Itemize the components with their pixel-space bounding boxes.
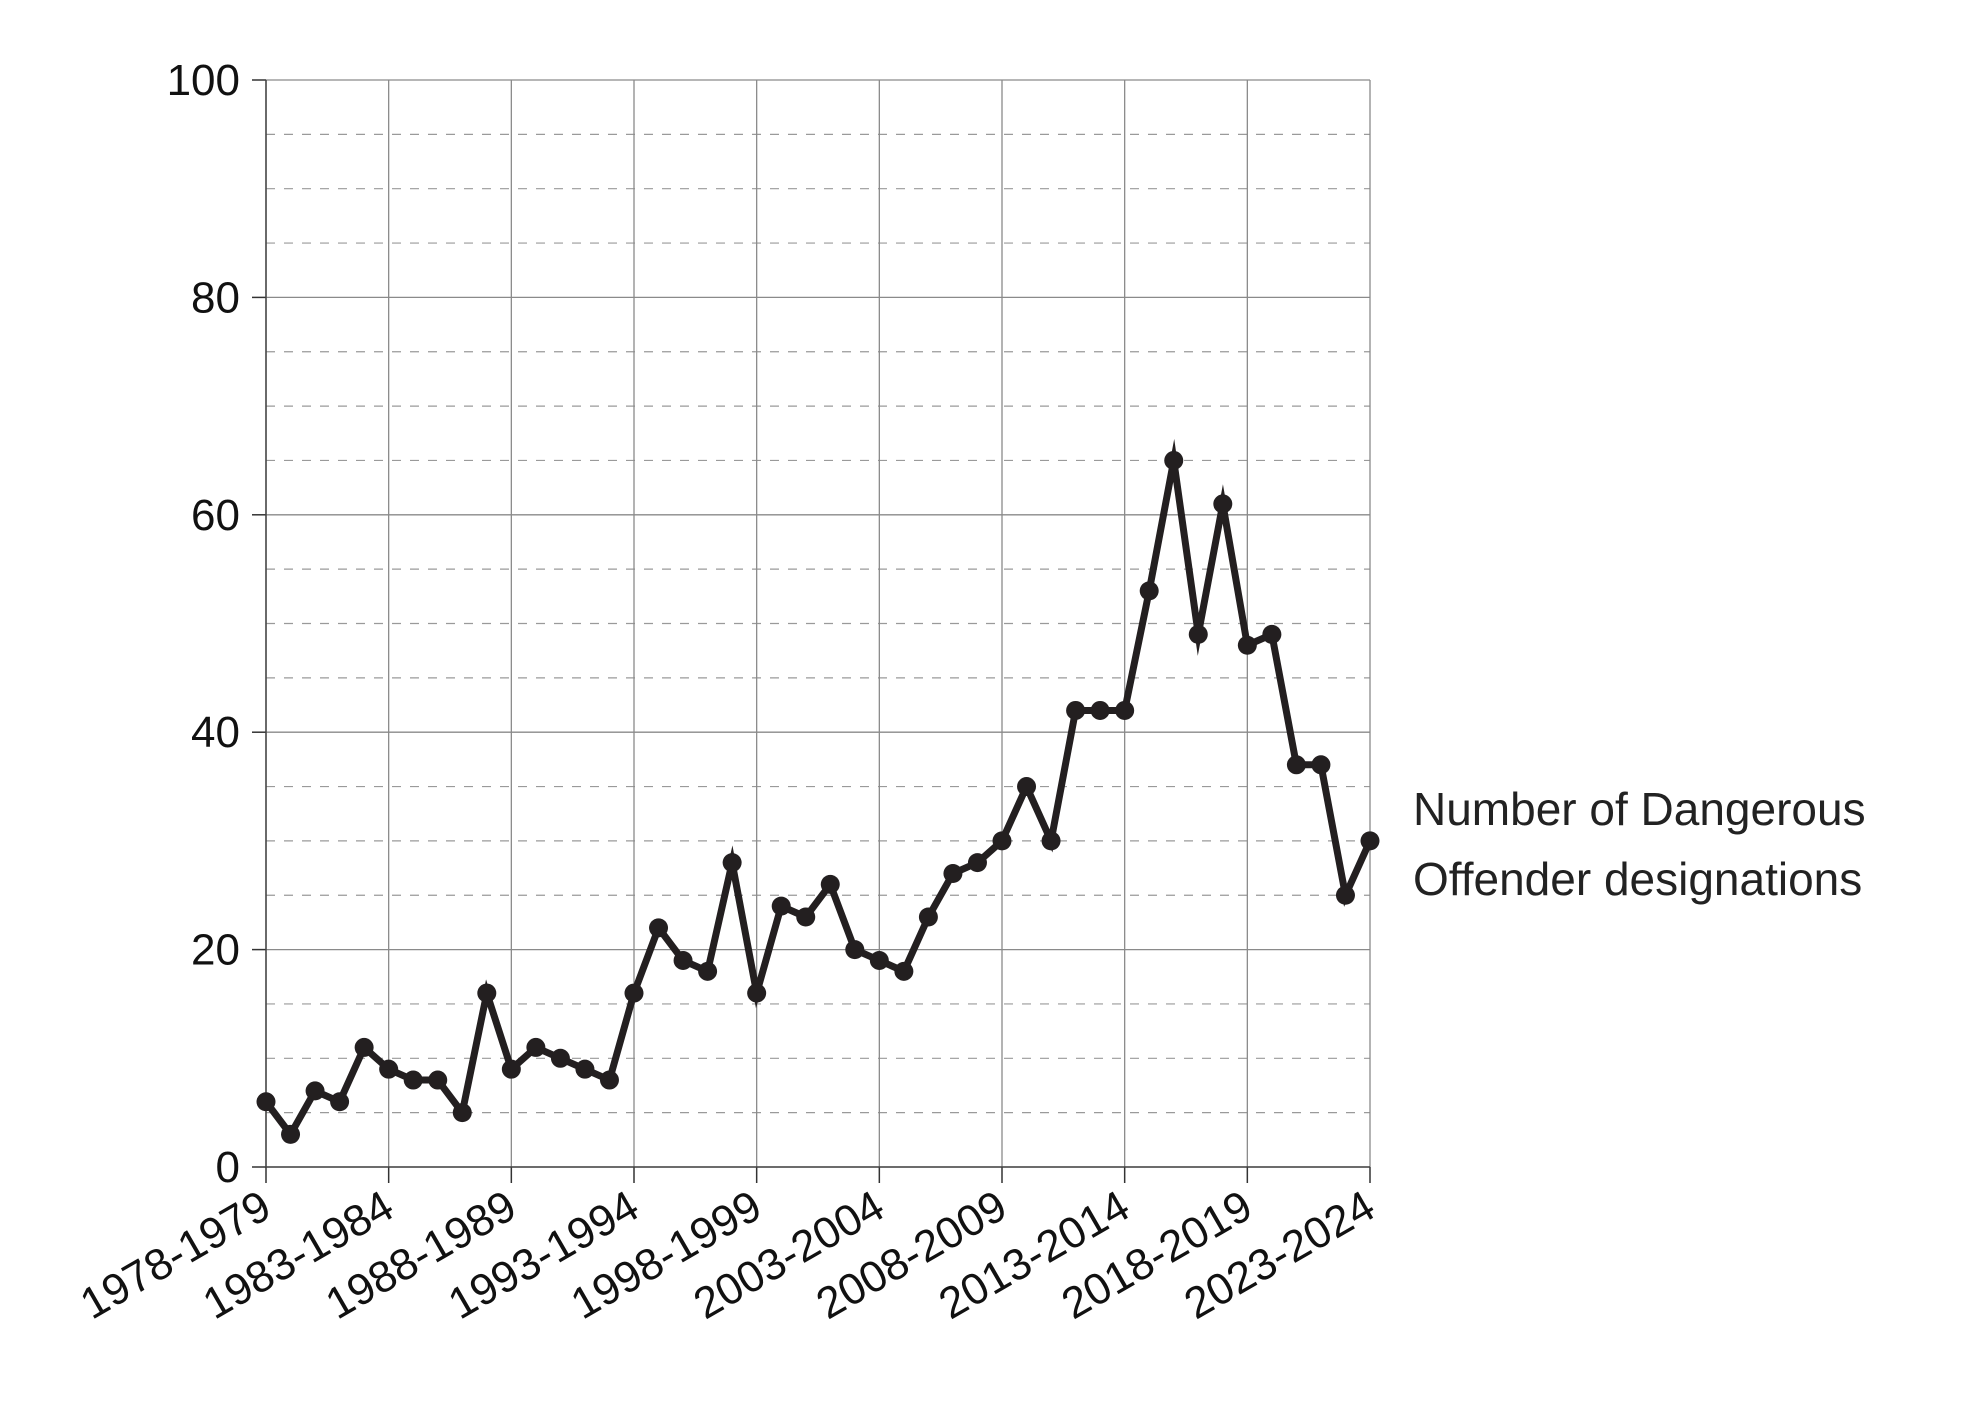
y-tick-label-20: 20 (191, 926, 240, 975)
data-point-2010-2011 (1041, 831, 1061, 851)
data-point-2002-2003 (845, 940, 865, 960)
data-point-2016-2017 (1188, 624, 1208, 644)
y-tick-label-60: 60 (191, 491, 240, 540)
data-point-1989-1990 (526, 1037, 546, 1057)
data-point-1987-1988 (477, 983, 497, 1003)
data-point-1991-1992 (575, 1059, 595, 1079)
minor-gridlines (266, 133, 1370, 1114)
data-point-2018-2019 (1237, 635, 1257, 655)
data-point-1978-1979 (256, 1092, 276, 1112)
data-point-2000-2001 (796, 907, 816, 927)
data-point-2022-2023 (1335, 885, 1355, 905)
data-point-2020-2021 (1286, 755, 1306, 775)
data-point-2011-2012 (1066, 700, 1086, 720)
data-point-1981-1982 (330, 1092, 350, 1112)
data-point-1983-1984 (379, 1059, 399, 1079)
data-point-2007-2008 (967, 853, 987, 873)
data-point-2008-2009 (992, 831, 1012, 851)
data-point-1993-1994 (624, 983, 644, 1003)
data-point-1982-1983 (354, 1037, 374, 1057)
series-label-line-1: Number of Dangerous (1413, 783, 1866, 835)
data-point-1988-1989 (501, 1059, 521, 1079)
data-point-1985-1986 (428, 1070, 448, 1090)
data-point-1986-1987 (452, 1103, 472, 1123)
data-point-1980-1981 (305, 1081, 325, 1101)
data-point-1992-1993 (599, 1070, 619, 1090)
data-point-2015-2016 (1164, 450, 1184, 470)
data-point-1998-1999 (747, 983, 767, 1003)
data-point-2014-2015 (1139, 581, 1159, 601)
data-point-2019-2020 (1262, 624, 1282, 644)
data-point-1994-1995 (649, 918, 669, 938)
data-point-1996-1997 (698, 961, 718, 981)
y-tick-label-80: 80 (191, 273, 240, 322)
data-point-1984-1985 (403, 1070, 423, 1090)
data-point-2009-2010 (1017, 777, 1037, 797)
y-tick-label-100: 100 (167, 56, 240, 105)
data-point-1997-1998 (722, 853, 742, 873)
data-point-1999-2000 (771, 896, 791, 916)
data-point-2003-2004 (869, 950, 889, 970)
x-axis-tick-labels: 1978-19791983-19841988-19891993-19941998… (72, 1181, 1383, 1329)
data-point-2006-2007 (943, 864, 963, 884)
data-point-2013-2014 (1115, 700, 1135, 720)
data-point-1995-1996 (673, 950, 693, 970)
series-layer (256, 438, 1380, 1144)
axes (252, 79, 1371, 1183)
data-point-2004-2005 (894, 961, 914, 981)
data-point-1990-1991 (550, 1048, 570, 1068)
series-line (263, 438, 1374, 1141)
data-point-1979-1980 (281, 1124, 301, 1144)
data-point-2017-2018 (1213, 494, 1233, 514)
data-point-2023-2024 (1360, 831, 1380, 851)
data-point-2001-2002 (820, 874, 840, 894)
data-point-2012-2013 (1090, 700, 1110, 720)
y-tick-label-0: 0 (216, 1143, 240, 1192)
series-label-line-2: Offender designations (1413, 853, 1862, 905)
series-label: Number of Dangerous Offender designation… (1413, 783, 1866, 905)
data-point-2005-2006 (918, 907, 938, 927)
data-point-2021-2022 (1311, 755, 1331, 775)
y-tick-label-40: 40 (191, 708, 240, 757)
y-axis-tick-labels: 0 20 40 60 80 100 (167, 56, 240, 1192)
